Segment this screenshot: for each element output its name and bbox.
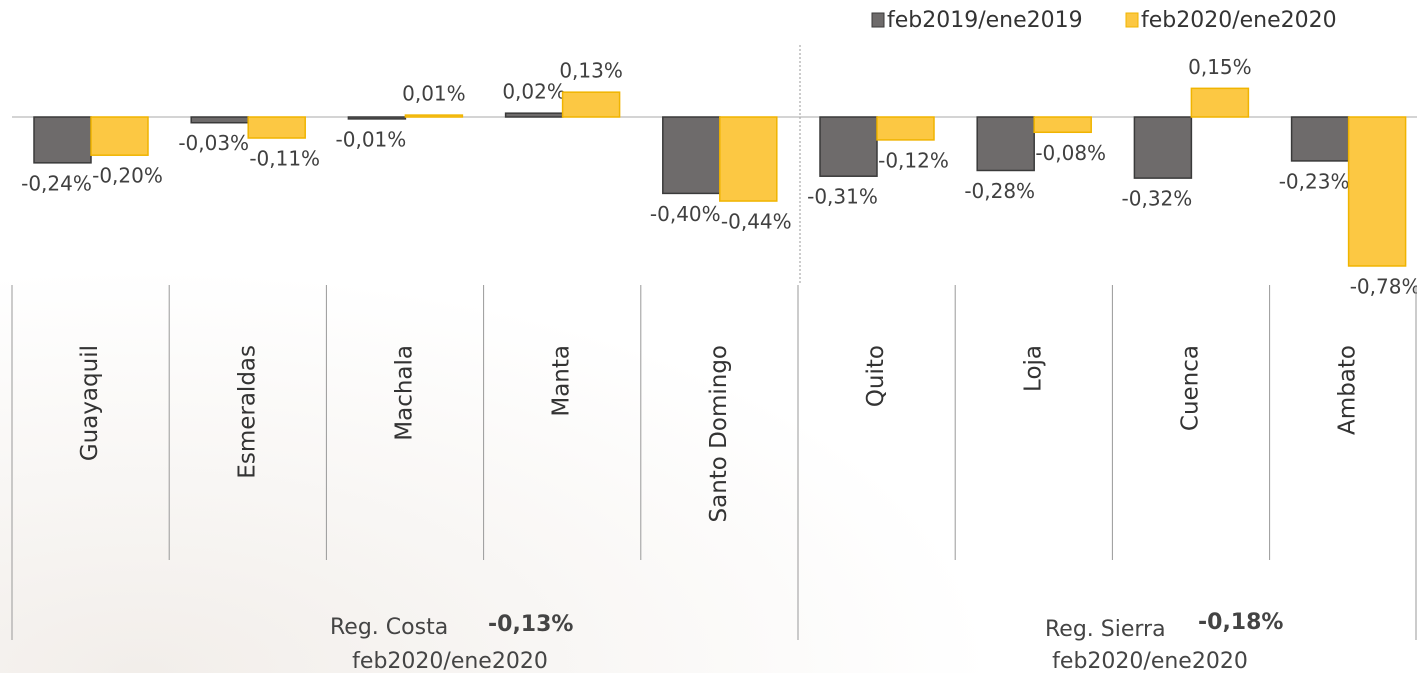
x-tick-label: Santo Domingo: [706, 345, 732, 523]
bar: [561, 91, 621, 118]
region-value: -0,18%: [1198, 610, 1283, 635]
region-name: Reg. Costa: [330, 615, 448, 640]
data-label: -0,24%: [21, 171, 92, 195]
data-label: -0,08%: [1035, 141, 1106, 165]
data-label: -0,40%: [650, 202, 721, 226]
data-label: -0,32%: [1122, 187, 1193, 211]
bar: [1033, 116, 1092, 134]
x-tick-label: Manta: [549, 345, 575, 417]
legend-label: feb2020/ene2020: [1141, 8, 1337, 33]
region-period: feb2020/ene2020: [352, 649, 548, 673]
bar: [719, 116, 778, 202]
bar: [1347, 116, 1407, 267]
x-tick-label: Machala: [392, 345, 418, 441]
x-tick-label: Quito: [863, 345, 889, 407]
bar: [33, 116, 92, 164]
data-label: -0,12%: [878, 148, 949, 172]
data-label: -0,23%: [1279, 169, 1350, 193]
x-tick-label: Loja: [1020, 345, 1046, 392]
bar: [190, 116, 249, 124]
x-tick-label: Esmeraldas: [234, 345, 260, 479]
data-label: 0,02%: [502, 80, 566, 104]
data-label: -0,31%: [807, 185, 878, 209]
bar: [976, 116, 1035, 172]
region-value: -0,13%: [488, 612, 573, 637]
bar: [247, 116, 306, 139]
region-period: feb2020/ene2020: [1052, 649, 1248, 673]
x-tick-label: Guayaquil: [77, 345, 103, 461]
bar: [90, 116, 149, 156]
data-label: -0,01%: [336, 127, 407, 151]
data-label: -0,11%: [249, 147, 320, 171]
data-label: -0,78%: [1350, 274, 1417, 298]
bar: [819, 116, 878, 177]
data-label: 0,15%: [1188, 55, 1252, 79]
bar: [662, 116, 721, 195]
data-label: -0,44%: [721, 210, 792, 234]
data-label: 0,13%: [559, 59, 623, 83]
bar: [1290, 116, 1350, 162]
region-name: Reg. Sierra: [1045, 617, 1166, 642]
bar: [1190, 87, 1250, 118]
bar: [347, 116, 407, 120]
data-label: -0,20%: [92, 164, 163, 188]
legend-swatch: [871, 12, 885, 28]
bar: [504, 112, 564, 118]
data-label: -0,28%: [964, 179, 1035, 203]
data-label: 0,01%: [402, 82, 466, 106]
x-tick-label: Ambato: [1335, 345, 1361, 435]
legend-label: feb2019/ene2019: [887, 8, 1083, 33]
x-tick-label: Cuenca: [1178, 345, 1204, 431]
bar: [1133, 116, 1193, 179]
legend-swatch: [1125, 12, 1139, 28]
bar: [876, 116, 935, 141]
bar: [404, 114, 464, 118]
data-label: -0,03%: [178, 131, 249, 155]
